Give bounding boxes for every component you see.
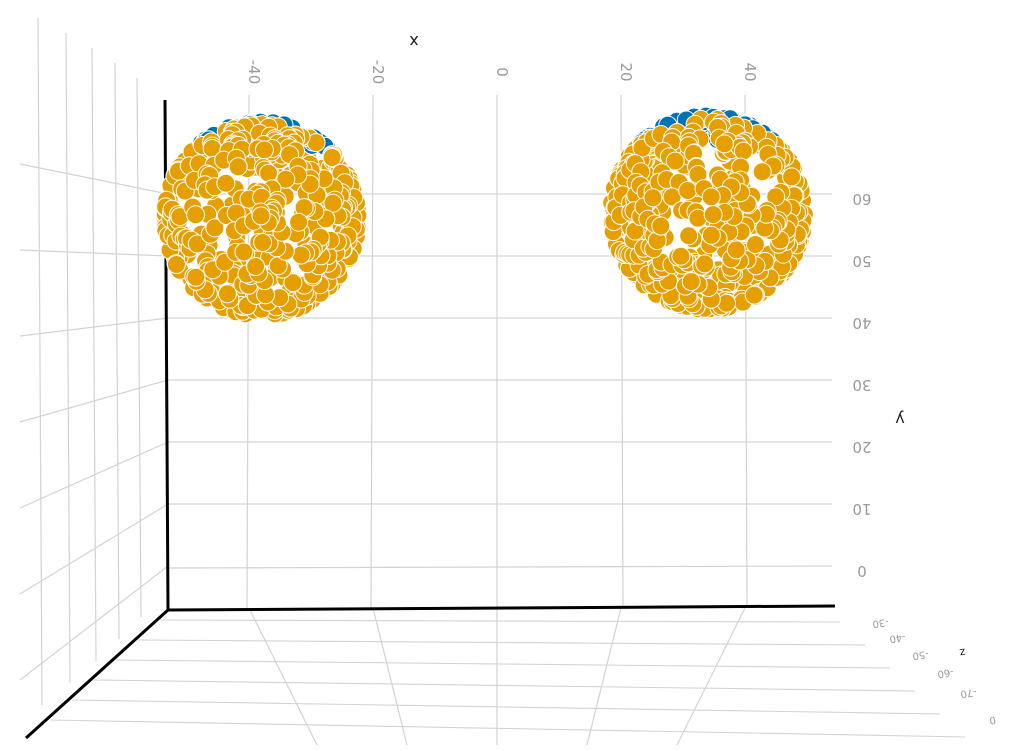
- side-grid-line: [19, 249, 169, 257]
- z-axis-line: [24, 608, 170, 740]
- y-tick-label: 50: [852, 252, 871, 270]
- side-depth-line: [37, 17, 43, 706]
- point: [671, 246, 691, 266]
- x-axis-title: x: [409, 32, 418, 51]
- z-tick-label: -30: [871, 616, 889, 630]
- point: [216, 173, 236, 193]
- point: [703, 205, 723, 225]
- x-tick-label: -20: [369, 60, 387, 85]
- point: [246, 257, 266, 276]
- x-axis-line: [167, 604, 836, 612]
- point: [745, 235, 765, 254]
- z-tick-label: 0: [988, 713, 996, 725]
- floor-depth-line: [71, 699, 941, 715]
- y-tick-label: 10: [852, 500, 871, 518]
- z-tick-label: -60: [936, 666, 954, 680]
- point: [253, 233, 273, 252]
- floor-depth-line: [93, 679, 916, 692]
- point: [323, 193, 343, 213]
- x-tick-label: -40: [245, 60, 263, 85]
- point: [187, 234, 207, 254]
- y-tick-label: 30: [852, 376, 871, 394]
- grid-line-x: [370, 94, 374, 609]
- z-axis-title: z: [958, 646, 966, 660]
- point: [289, 212, 309, 232]
- floor-depth-line: [49, 719, 966, 738]
- sphere-points: [155, 112, 368, 324]
- point: [291, 245, 311, 265]
- point: [251, 206, 271, 226]
- point: [217, 284, 237, 304]
- grid-line-y: [167, 565, 833, 569]
- point: [283, 273, 303, 293]
- point: [322, 148, 342, 167]
- point: [681, 272, 701, 292]
- floor-depth-line: [115, 659, 891, 669]
- point: [186, 205, 206, 225]
- data-points: [155, 106, 814, 324]
- point: [752, 162, 772, 182]
- point: [714, 134, 734, 154]
- point: [701, 225, 721, 245]
- point: [678, 181, 698, 200]
- floor-grid-line: [586, 607, 622, 746]
- point: [679, 226, 699, 246]
- sphere-points: [602, 106, 814, 319]
- side-depth-line: [65, 32, 71, 684]
- x-tick-label: 20: [617, 62, 635, 81]
- point: [695, 254, 715, 274]
- side-grid-line: [19, 163, 169, 195]
- floor-grid-line: [248, 607, 318, 746]
- floor-grid-line: [676, 607, 746, 746]
- point: [276, 169, 296, 189]
- side-depth-line: [136, 77, 142, 618]
- point: [643, 188, 663, 208]
- floor-depth-line: [137, 639, 866, 646]
- z-tick-label: -70: [959, 686, 977, 700]
- axis-titles: x y z: [409, 32, 966, 659]
- point: [254, 140, 274, 160]
- side-depth-line: [114, 62, 120, 640]
- y-axis-title: y: [895, 410, 904, 429]
- point: [766, 187, 786, 207]
- x-tick-label: 40: [741, 62, 759, 81]
- y-tick-label: 20: [852, 438, 871, 456]
- grid-line-x: [246, 94, 250, 609]
- x-tick-label: 0: [493, 67, 511, 77]
- floor-grid-line: [372, 607, 408, 746]
- y-tick-label: 0: [857, 562, 867, 580]
- point: [259, 163, 278, 183]
- point: [651, 216, 671, 236]
- point: [701, 187, 721, 207]
- side-depth-line: [91, 47, 97, 662]
- point: [726, 240, 746, 260]
- side-grid-line: [19, 565, 169, 681]
- z-tick-label: -40: [888, 631, 906, 645]
- point: [782, 167, 802, 187]
- side-grid-line: [19, 503, 169, 595]
- point: [665, 151, 685, 171]
- point: [733, 141, 753, 161]
- floor-depth-line: [159, 619, 841, 623]
- grid: [19, 17, 966, 746]
- point: [205, 218, 225, 238]
- z-tick-label: -50: [911, 648, 929, 662]
- y-tick-label: 60: [852, 190, 871, 208]
- y-tick-label: 40: [852, 314, 871, 332]
- point: [744, 285, 764, 305]
- point: [166, 255, 186, 274]
- point: [234, 242, 254, 262]
- point: [186, 267, 206, 287]
- point: [228, 157, 248, 177]
- side-grid-line: [19, 441, 169, 509]
